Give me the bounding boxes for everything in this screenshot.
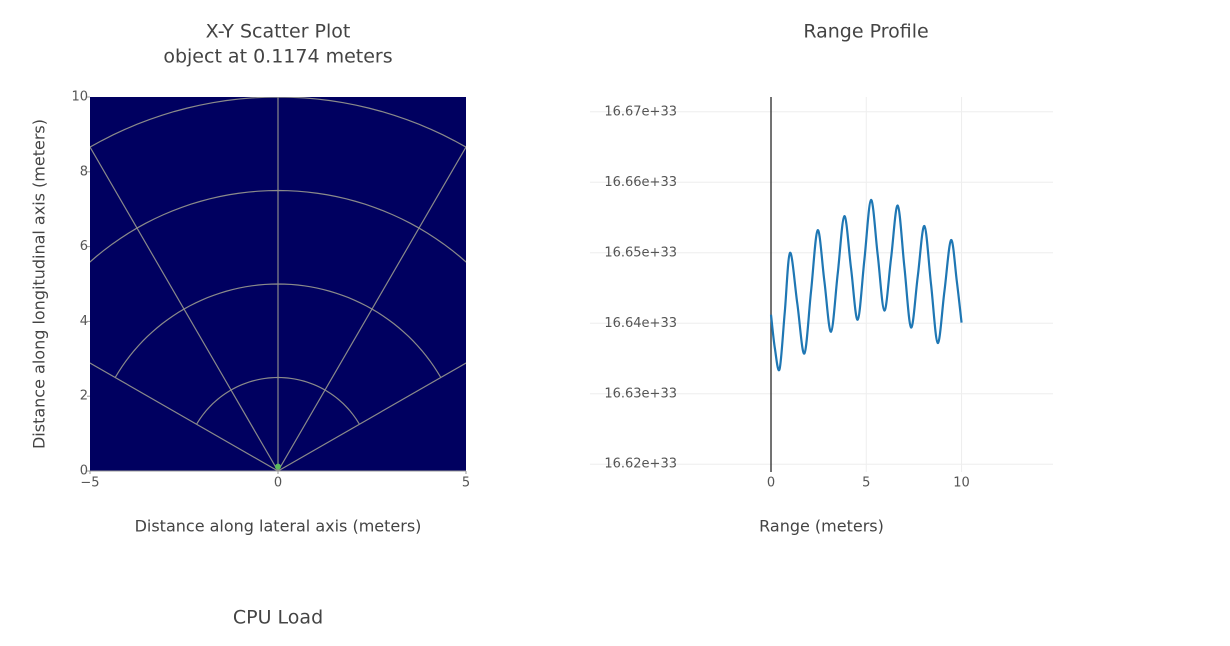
- x-tick-label: 0: [274, 476, 282, 491]
- x-tick-label: 5: [462, 476, 470, 491]
- y-axis-label: Distance along longitudinal axis (meters…: [30, 119, 49, 449]
- y-tick-label: 16.65e+33: [604, 245, 677, 260]
- y-tick-label: 0: [80, 464, 88, 479]
- y-tick-label: 16.62e+33: [604, 457, 677, 472]
- chart-title: X-Y Scatter Plot: [206, 21, 351, 43]
- x-axis-label: Distance along lateral axis (meters): [135, 517, 422, 536]
- chart-title: Range Profile: [803, 21, 928, 43]
- x-tick-label: −5: [80, 476, 99, 491]
- polar-grid: [90, 97, 466, 471]
- polar-ring: [114, 283, 442, 378]
- point: [275, 463, 281, 470]
- x-tick-label: 10: [953, 476, 970, 491]
- polar-ring: [196, 376, 360, 425]
- y-tick-label: 16.63e+33: [604, 386, 677, 401]
- y-tick-label: 2: [80, 389, 88, 404]
- chart-title: CPU Load: [233, 607, 323, 629]
- y-tick-label: 4: [80, 314, 88, 329]
- line: [769, 198, 963, 372]
- y-tick-label: 6: [80, 239, 88, 254]
- y-tick-label: 16.64e+33: [604, 316, 677, 331]
- polar-spoke: [277, 145, 466, 471]
- x-tick-label: 0: [767, 476, 775, 491]
- polar-spoke: [90, 362, 279, 471]
- y-tick-label: 16.67e+33: [604, 104, 677, 119]
- chart-subtitle: object at 0.1174 meters: [163, 46, 392, 68]
- x-axis-label: Range (meters): [759, 517, 884, 536]
- polar-spoke: [277, 362, 466, 471]
- y-tick-label: 10: [71, 90, 88, 105]
- x-tick-label: 5: [862, 476, 870, 491]
- polar-ring: [90, 189, 466, 263]
- y-tick-label: 16.66e+33: [604, 175, 677, 190]
- y-tick-label: 8: [80, 164, 88, 179]
